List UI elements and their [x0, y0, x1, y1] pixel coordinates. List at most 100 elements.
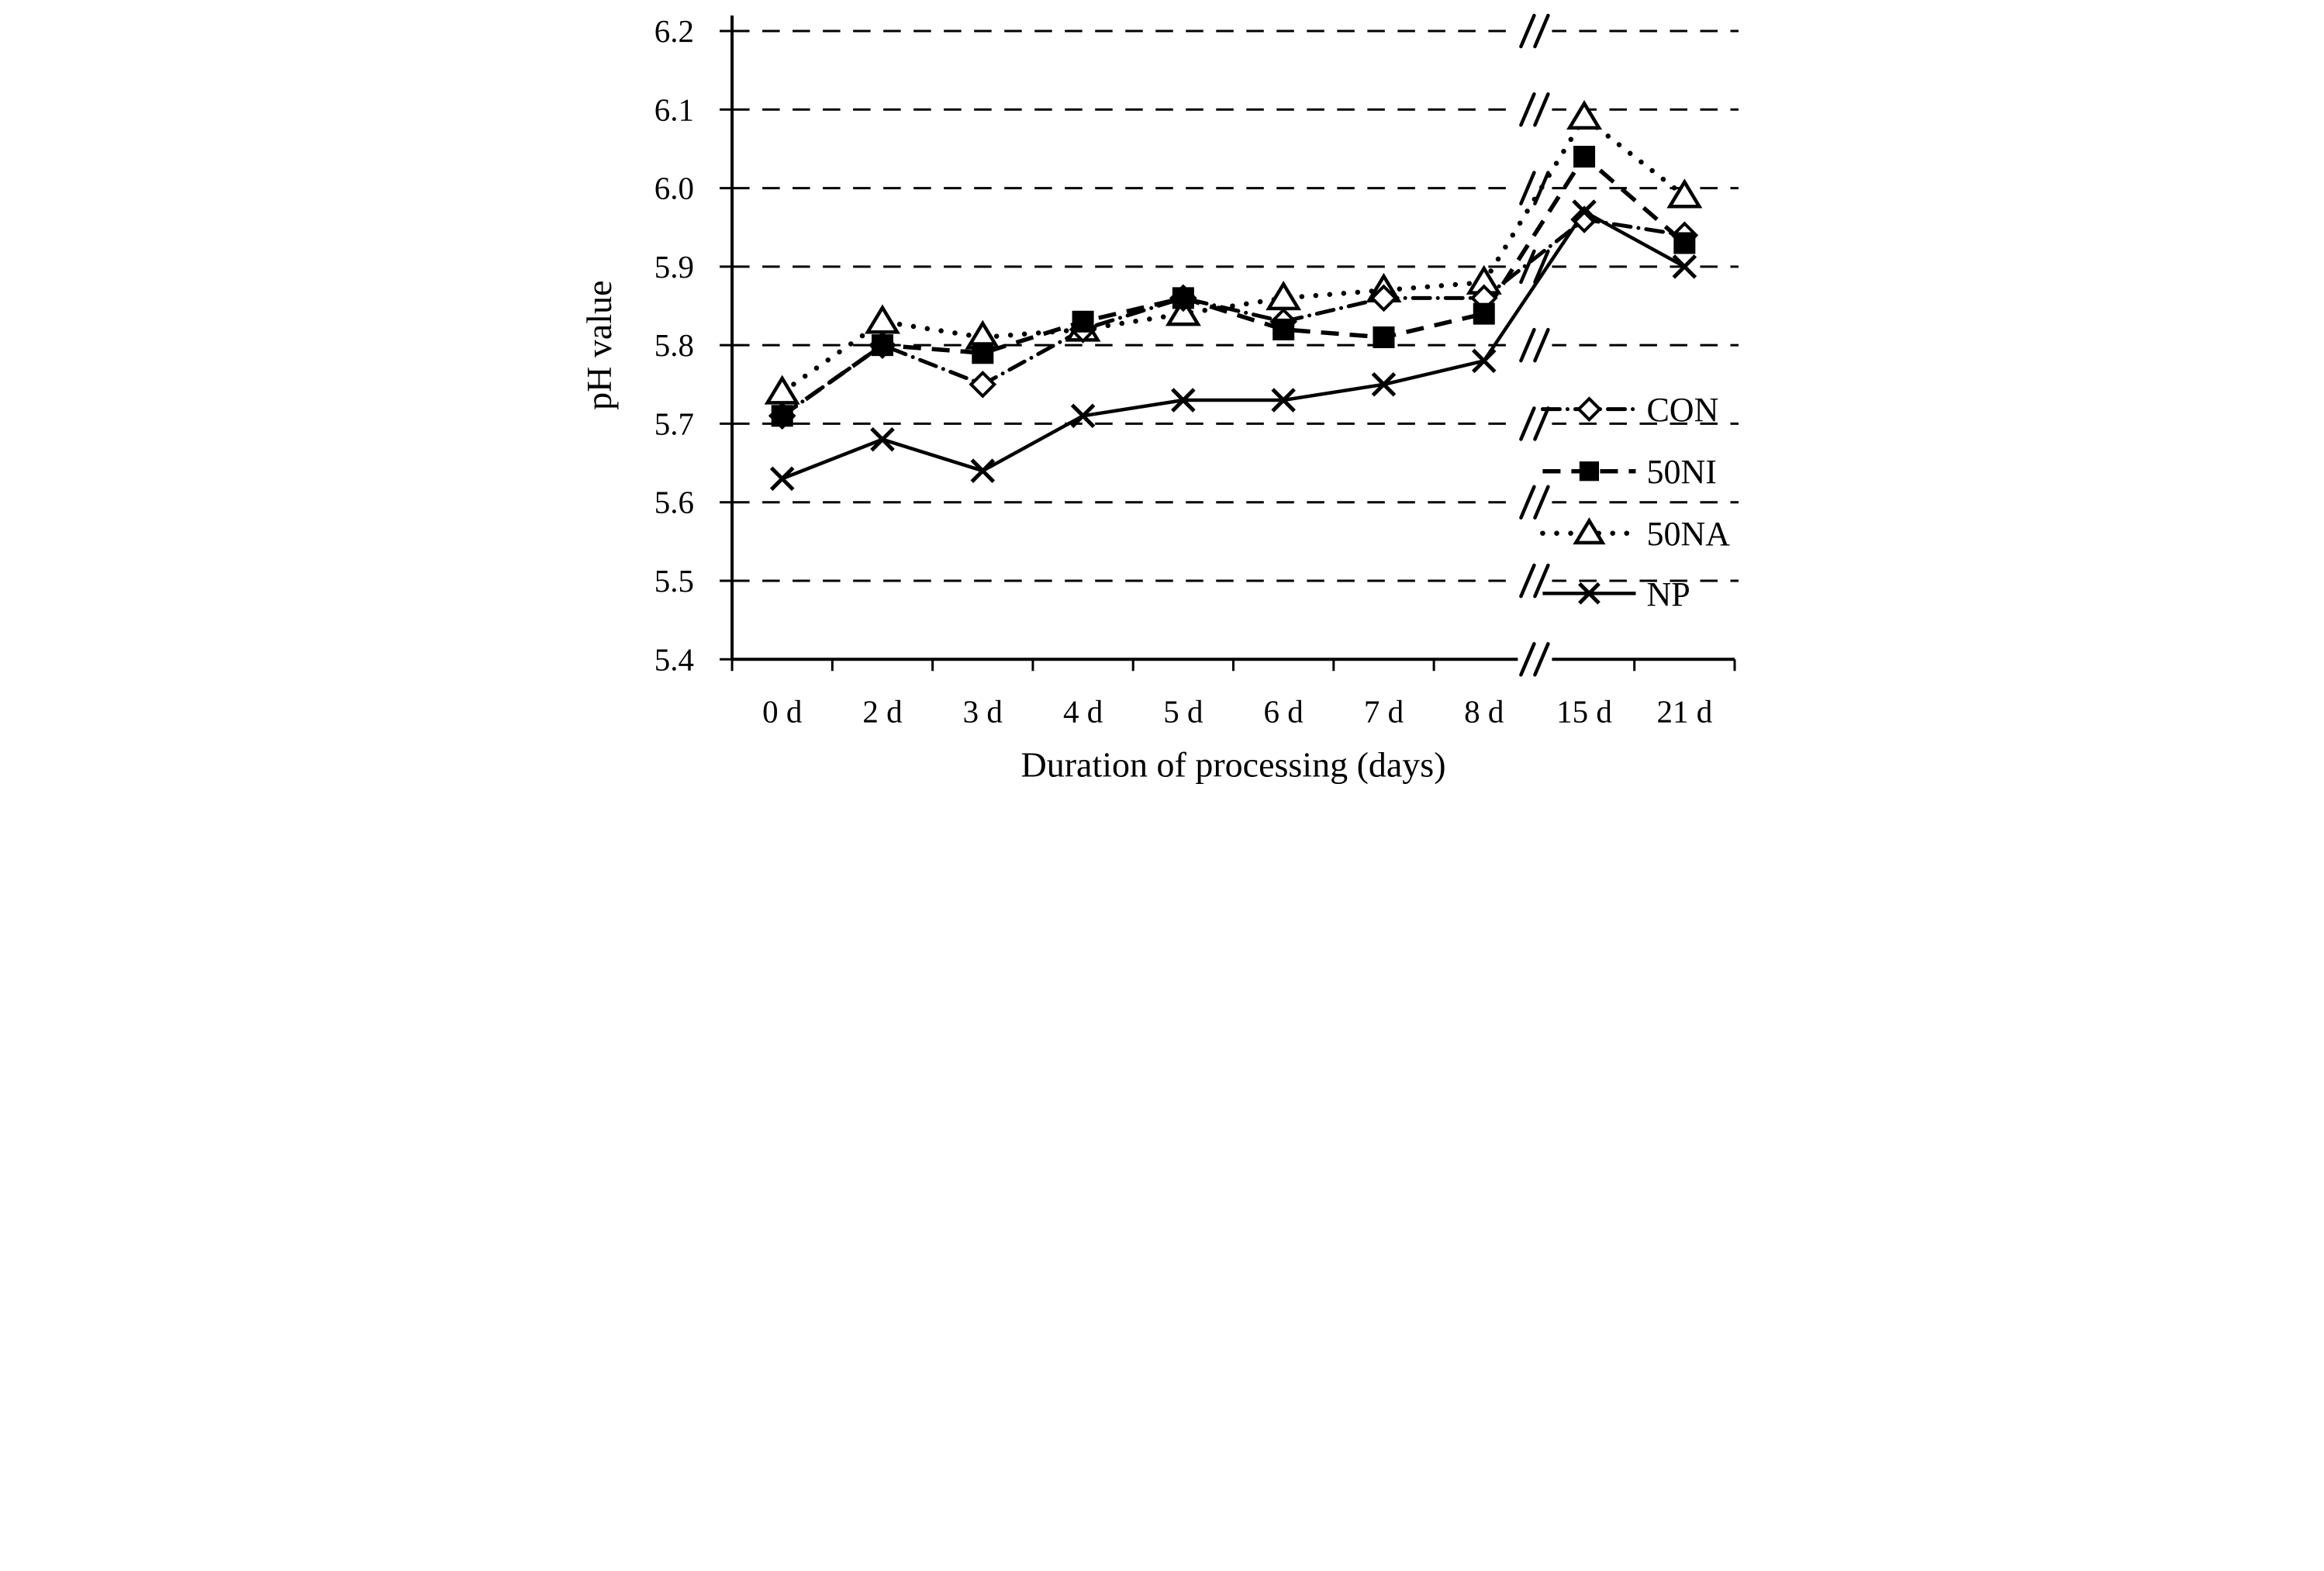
- gridline-break-6.2: [1518, 13, 1552, 49]
- y-tick-label-5.7: 5.7: [654, 406, 694, 441]
- axis-break-gap: [1518, 340, 1552, 351]
- legend-label-50na: 50NA: [1646, 515, 1730, 553]
- marker-np-4-d: [1070, 403, 1096, 429]
- x-tick-label-3-d: 3 d: [963, 693, 1003, 729]
- axis-break-gap: [1518, 418, 1552, 430]
- marker-50ni-6-d: [1273, 318, 1295, 340]
- marker-con-3-d: [969, 370, 997, 399]
- legend-marker-x-cross: [1578, 582, 1601, 605]
- marker-50na-5-d: [1165, 296, 1201, 326]
- x-cross-stroke: [870, 426, 895, 452]
- x-cross-stroke: [1271, 388, 1296, 413]
- axis-break-gap: [1518, 654, 1552, 665]
- legend-item-50na: 50NA: [1540, 515, 1730, 553]
- x-tick-label-6-d: 6 d: [1264, 693, 1304, 729]
- axis-break-slash: [1519, 642, 1536, 677]
- axis-break-gap: [1518, 575, 1552, 586]
- y-axis-title: pH value: [581, 280, 619, 409]
- x-tick-label-15-d: 15 d: [1556, 693, 1612, 729]
- axis-break-slash: [1533, 642, 1550, 677]
- y-tick-label-5.4: 5.4: [654, 641, 694, 677]
- y-tick-label-5.5: 5.5: [654, 563, 694, 599]
- marker-50ni-5-d: [1172, 287, 1194, 309]
- gridline-break-5.6: [1518, 485, 1552, 520]
- axis-break-gap: [1518, 104, 1552, 116]
- x-cross-stroke: [1070, 403, 1096, 429]
- x-axis-title: Duration of processing (days): [1021, 744, 1446, 784]
- marker-50na-15-d: [1566, 100, 1603, 130]
- axis-break-gap: [1518, 182, 1552, 194]
- chart-canvas: 6.2 6.1 6.0 5.9 5.8 5.7 5.6 5.5 5.4 0 d 2 d 3 d 4 d 5…: [581, 13, 1739, 784]
- gridlines: [732, 13, 1739, 599]
- axis-break-slash: [1533, 485, 1550, 520]
- marker-50ni-2-d: [872, 334, 894, 357]
- gridline-break-5.8: [1518, 327, 1552, 363]
- series-markers: [764, 100, 1703, 492]
- marker-50ni-3-d: [972, 342, 994, 364]
- axis-break-gap: [1518, 26, 1552, 37]
- x-tick-label-21-d: 21 d: [1656, 693, 1712, 729]
- legend-marker-open-diamond: [1576, 396, 1602, 423]
- legend-item-con: CON: [1540, 391, 1718, 429]
- axis-break-slash: [1519, 92, 1536, 127]
- marker-50ni-4-d: [1072, 310, 1094, 333]
- series-line-50ni: [781, 153, 1687, 418]
- marker-50na-2-d: [865, 304, 901, 334]
- legend-marker-open-triangle: [1573, 517, 1606, 545]
- marker-np-5-d: [1171, 388, 1196, 413]
- legend-marker-filled-square: [1579, 461, 1600, 482]
- axis-break-slash: [1533, 249, 1550, 285]
- marker-np-6-d: [1271, 388, 1296, 413]
- marker-np-0-d: [769, 466, 795, 492]
- legend-label-50ni: 50NI: [1646, 453, 1716, 491]
- x-cross-stroke: [970, 458, 996, 483]
- axis-break-slash: [1519, 406, 1536, 441]
- gridline-break-6.1: [1518, 92, 1552, 127]
- x-tick-label-0-d: 0 d: [762, 693, 802, 729]
- axis-break-slash: [1533, 327, 1550, 363]
- series-line-np: [781, 209, 1686, 481]
- ph-line-chart-figure: 6.2 6.1 6.0 5.9 5.8 5.7 5.6 5.5 5.4 0 d 2 d 3 d 4 d 5…: [581, 0, 1743, 786]
- axis-break-slash: [1519, 327, 1536, 363]
- x-tick-label-5-d: 5 d: [1163, 693, 1203, 729]
- x-cross-stroke: [1578, 582, 1601, 605]
- x-tick-label-2-d: 2 d: [862, 693, 902, 729]
- axis-break-slash: [1519, 249, 1536, 285]
- x-axis-break: [1518, 642, 1552, 677]
- marker-50na-21-d: [1666, 178, 1703, 209]
- marker-con-7-d: [1369, 284, 1398, 312]
- marker-50na-6-d: [1266, 281, 1302, 311]
- legend-label-np: NP: [1646, 575, 1690, 613]
- marker-50ni-15-d: [1573, 146, 1596, 168]
- marker-50ni-0-d: [771, 405, 793, 427]
- x-tick-label-4-d: 4 d: [1063, 693, 1103, 729]
- marker-np-3-d: [970, 458, 996, 483]
- axis-break-slash: [1533, 563, 1550, 599]
- y-tick-label-5.9: 5.9: [654, 249, 694, 285]
- axis-break-slash: [1519, 485, 1536, 520]
- y-tick-label-6.2: 6.2: [654, 13, 694, 49]
- series-line-50na: [779, 113, 1687, 395]
- x-cross-stroke: [1171, 388, 1196, 413]
- marker-np-7-d: [1371, 372, 1397, 397]
- marker-50ni-7-d: [1373, 326, 1395, 349]
- legend-item-50ni: 50NI: [1542, 453, 1717, 491]
- marker-50ni-21-d: [1673, 232, 1696, 254]
- legend-label-con: CON: [1646, 391, 1718, 429]
- marker-np-2-d: [870, 426, 895, 452]
- legend: CON 50NI 50NA NP: [1540, 391, 1730, 613]
- axis-break-gap: [1518, 496, 1552, 508]
- y-tick-label-5.6: 5.6: [654, 485, 694, 520]
- axes: 6.2 6.1 6.0 5.9 5.8 5.7 5.6 5.5 5.4 0 d 2 d 3 d 4 d 5…: [581, 13, 1736, 784]
- axis-break-slash: [1533, 406, 1550, 441]
- y-tick-label-5.8: 5.8: [654, 327, 694, 363]
- axis-break-slash: [1519, 13, 1536, 49]
- marker-np-8-d: [1471, 348, 1497, 374]
- marker-np-15-d: [1572, 199, 1597, 224]
- series-line-con: [780, 217, 1687, 418]
- legend-item-np: NP: [1542, 575, 1690, 613]
- y-tick-label-6.0: 6.0: [654, 171, 694, 206]
- x-cross-stroke: [1672, 254, 1697, 279]
- x-cross-stroke: [1471, 348, 1497, 374]
- series-lines: [779, 113, 1687, 481]
